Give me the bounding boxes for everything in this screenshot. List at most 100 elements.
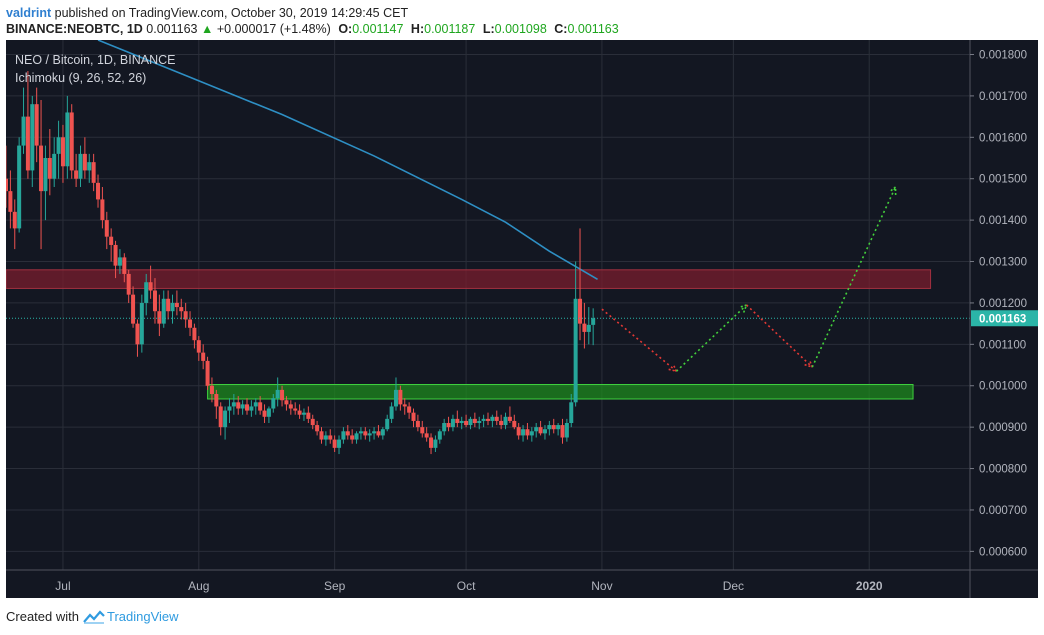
candle bbox=[284, 396, 289, 411]
candle-body bbox=[424, 433, 429, 438]
price-chart[interactable]: 0.001800 0.001700 0.001600 0.001500 0.001400… bbox=[6, 40, 1038, 598]
candle bbox=[122, 253, 127, 283]
candle-body bbox=[398, 389, 403, 405]
y-tick-label: 0.001700 bbox=[979, 91, 1027, 103]
candle bbox=[78, 145, 83, 187]
candle bbox=[534, 423, 539, 438]
candle bbox=[34, 87, 39, 163]
y-tick-label: 0.000900 bbox=[979, 422, 1027, 434]
candle-body bbox=[507, 416, 512, 421]
candle-body bbox=[236, 402, 241, 409]
candle-body bbox=[6, 178, 8, 192]
candle bbox=[472, 412, 477, 428]
candle-body bbox=[350, 435, 355, 440]
candle bbox=[499, 414, 504, 430]
candle-body bbox=[393, 389, 398, 407]
candle-body bbox=[96, 182, 101, 200]
ichimoku-line bbox=[97, 40, 598, 281]
candle bbox=[411, 408, 416, 428]
y-tick-label: 0.000700 bbox=[979, 505, 1027, 517]
candle-body bbox=[152, 290, 157, 312]
candle-body bbox=[547, 425, 552, 430]
candle-body bbox=[372, 431, 377, 434]
candle-body bbox=[174, 302, 179, 308]
candle bbox=[450, 414, 455, 432]
candle bbox=[486, 412, 490, 426]
candle-body bbox=[437, 431, 442, 440]
low-value: 0.001098 bbox=[494, 22, 547, 36]
low-label: L: bbox=[482, 22, 495, 36]
indicator-label: Ichimoku (9, 26, 52, 26) bbox=[15, 71, 146, 85]
candle-body bbox=[60, 137, 65, 167]
candle-body bbox=[183, 311, 188, 320]
candle-body bbox=[223, 410, 228, 428]
price-tag-label: 0.001163 bbox=[979, 313, 1026, 325]
candle-body bbox=[573, 298, 578, 403]
candle-body bbox=[354, 433, 359, 440]
price-tag bbox=[971, 310, 1038, 327]
candle-body bbox=[157, 311, 162, 324]
candle bbox=[578, 228, 583, 341]
candle bbox=[521, 425, 526, 442]
candle bbox=[126, 269, 131, 303]
x-tick-label: Dec bbox=[723, 579, 744, 593]
candle bbox=[60, 124, 65, 183]
candle bbox=[341, 427, 346, 444]
candle-body bbox=[560, 425, 565, 438]
candle bbox=[166, 290, 171, 320]
candle-body bbox=[284, 400, 289, 405]
candle bbox=[420, 420, 425, 438]
candle-body bbox=[139, 302, 144, 345]
candle-body bbox=[74, 170, 79, 179]
tradingview-link[interactable]: TradingView bbox=[106, 609, 179, 624]
candle bbox=[415, 414, 420, 432]
candle-body bbox=[17, 145, 22, 229]
y-tick-label: 0.001100 bbox=[979, 339, 1026, 351]
candle bbox=[459, 416, 464, 430]
candle-body bbox=[323, 435, 328, 440]
candle-body bbox=[148, 282, 153, 291]
candle-body bbox=[196, 340, 201, 353]
author-name[interactable]: valdrint bbox=[6, 6, 52, 20]
candle-body bbox=[131, 294, 136, 324]
tradingview-logo-icon bbox=[83, 609, 105, 624]
candle bbox=[586, 307, 591, 345]
candle-body bbox=[534, 427, 539, 432]
support-zone bbox=[207, 384, 914, 400]
candle-body bbox=[578, 298, 583, 324]
candle bbox=[87, 153, 92, 183]
candle bbox=[174, 290, 179, 316]
candle bbox=[271, 394, 276, 413]
candle bbox=[402, 398, 407, 415]
candle bbox=[551, 418, 556, 434]
candle bbox=[310, 414, 315, 430]
candle-body bbox=[275, 389, 280, 399]
candle-body bbox=[135, 323, 140, 345]
candle bbox=[315, 420, 320, 436]
candle bbox=[354, 431, 359, 444]
candle bbox=[464, 414, 469, 428]
candle bbox=[262, 404, 267, 424]
candle-body bbox=[170, 302, 175, 312]
candle bbox=[131, 286, 136, 328]
candle bbox=[253, 398, 258, 415]
candle bbox=[231, 394, 236, 415]
candle-body bbox=[56, 137, 61, 154]
last-price: 0.001163 bbox=[146, 22, 198, 36]
candle-body bbox=[446, 423, 451, 428]
candle-body bbox=[459, 420, 464, 424]
candle bbox=[468, 416, 473, 430]
projection-segment bbox=[745, 304, 813, 368]
candle-body bbox=[25, 116, 30, 171]
candle-body bbox=[47, 158, 52, 179]
candle bbox=[503, 412, 508, 430]
candle-body bbox=[297, 410, 302, 415]
candle-body bbox=[556, 425, 561, 430]
candle bbox=[104, 211, 109, 250]
candle-body bbox=[591, 318, 596, 325]
candle bbox=[367, 429, 372, 442]
candle bbox=[363, 427, 368, 440]
candle-body bbox=[288, 404, 293, 409]
candle bbox=[12, 199, 17, 250]
candle bbox=[323, 431, 328, 446]
